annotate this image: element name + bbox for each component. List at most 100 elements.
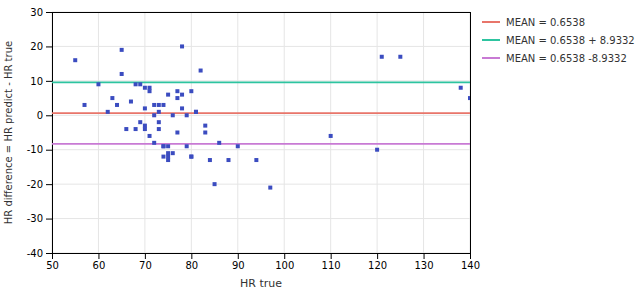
point	[171, 151, 175, 155]
point	[157, 120, 161, 124]
tick: 80	[185, 253, 198, 271]
point	[180, 93, 184, 97]
point	[143, 127, 147, 131]
point	[199, 69, 203, 73]
grid-line	[470, 12, 471, 253]
tick-mark	[46, 12, 52, 13]
tick-label: 140	[461, 260, 480, 271]
tick-label: 130	[415, 260, 434, 271]
legend-label: MEAN = 0.6538	[506, 17, 585, 28]
point	[213, 182, 217, 186]
y-axis-title: HR difference = HR predict - HR true	[3, 41, 14, 224]
tick: 50	[46, 253, 59, 271]
point	[157, 127, 161, 131]
frame	[52, 12, 470, 13]
point	[171, 113, 175, 117]
legend-label: MEAN = 0.6538 + 8.9332	[506, 35, 635, 46]
point	[148, 134, 152, 138]
grid-line	[98, 12, 99, 253]
legend-item: MEAN = 0.6538 + 8.9332	[482, 35, 635, 46]
legend-item: MEAN = 0.6538	[482, 17, 585, 28]
tick-mark	[46, 253, 52, 254]
marks	[52, 44, 470, 189]
tick: 20	[30, 41, 52, 52]
tick-label: 10	[30, 76, 43, 87]
point	[175, 89, 179, 93]
grid-line	[52, 149, 470, 150]
tick-mark	[46, 81, 52, 82]
point	[189, 89, 193, 93]
point	[110, 96, 114, 100]
point	[380, 55, 384, 59]
grid-line	[52, 80, 470, 81]
point	[143, 124, 147, 128]
point	[175, 96, 179, 100]
tick-label: 90	[232, 260, 245, 271]
tick-label: -30	[27, 213, 43, 224]
point	[189, 155, 193, 159]
point	[166, 155, 170, 159]
tick-mark	[377, 253, 378, 259]
point	[157, 103, 161, 107]
tick: 10	[30, 76, 52, 87]
axis-line	[53, 254, 471, 260]
grid-line	[191, 12, 192, 253]
grid-line	[284, 12, 285, 253]
point	[134, 127, 138, 131]
tick-label: 50	[46, 260, 59, 271]
point	[329, 134, 333, 138]
point	[83, 103, 87, 107]
point	[134, 82, 138, 86]
tick-mark	[46, 46, 52, 47]
tick: -20	[27, 179, 52, 190]
tick-mark	[98, 253, 99, 259]
point	[180, 106, 184, 110]
chart: 5060708090100110120130140-40-30-20-10010…	[0, 0, 640, 293]
point	[166, 158, 170, 162]
point	[138, 82, 142, 86]
tick-label: 110	[322, 260, 341, 271]
point	[208, 158, 212, 162]
point	[143, 106, 147, 110]
point	[152, 113, 156, 117]
tick-label: 20	[30, 41, 43, 52]
grid-line	[52, 46, 470, 47]
tick: 60	[93, 253, 106, 271]
point	[203, 124, 207, 128]
legend-swatch	[482, 57, 500, 59]
point	[120, 48, 124, 52]
point	[129, 100, 133, 104]
tick-label: 0	[37, 110, 43, 121]
tick: 140	[461, 253, 480, 271]
tick-label: -10	[27, 144, 43, 155]
point	[106, 110, 110, 114]
point	[180, 44, 184, 48]
point	[152, 103, 156, 107]
axis-line	[46, 13, 53, 254]
point	[185, 144, 189, 148]
point	[189, 155, 193, 159]
point	[268, 186, 272, 190]
tick-label: -40	[27, 248, 43, 259]
legend: MEAN = 0.6538MEAN = 0.6538 + 8.9332MEAN …	[482, 17, 635, 64]
tick: -40	[27, 248, 52, 259]
reference-line	[52, 81, 470, 83]
tick: -30	[27, 213, 52, 224]
point	[157, 110, 161, 114]
grid-line	[144, 12, 145, 253]
point	[398, 55, 402, 59]
tick: 110	[322, 253, 341, 271]
grid-line	[52, 218, 470, 219]
tick-mark	[46, 115, 52, 116]
tick-mark	[424, 253, 425, 259]
x-axis: 5060708090100110120130140	[46, 253, 480, 271]
point	[185, 113, 189, 117]
point	[73, 58, 77, 62]
point	[143, 86, 147, 90]
tick-mark	[331, 253, 332, 259]
tick-mark	[145, 253, 146, 259]
point	[115, 103, 119, 107]
point	[217, 141, 221, 145]
point	[161, 144, 165, 148]
tick-mark	[46, 150, 52, 151]
